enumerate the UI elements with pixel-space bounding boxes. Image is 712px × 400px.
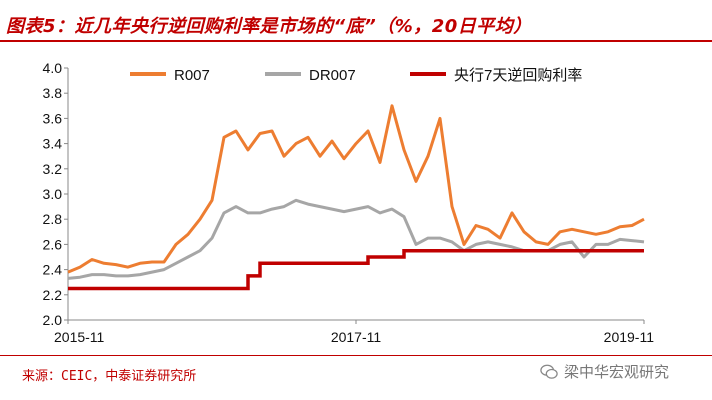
y-tick-label: 2.6 bbox=[43, 236, 63, 252]
x-tick-label: 2019-11 bbox=[604, 329, 655, 345]
legend-label: 央行7天逆回购利率 bbox=[454, 67, 582, 84]
x-tick-label: 2017-11 bbox=[331, 329, 382, 345]
y-tick-label: 2.8 bbox=[43, 211, 63, 227]
x-tick-label: 2015-11 bbox=[54, 329, 105, 345]
y-tick-label: 3.2 bbox=[43, 161, 63, 177]
watermark: 梁中华宏观研究 bbox=[540, 361, 669, 382]
legend-label: DR007 bbox=[309, 67, 356, 84]
line-chart: 2.0 2.2 2.4 2.6 2.8 3.0 3.2 3.4 3.6 3.8 4.0 2015-11… bbox=[43, 60, 655, 345]
y-tick-label: 3.6 bbox=[43, 110, 63, 126]
chart-legend: R007 DR007 央行7天逆回购利率 bbox=[130, 67, 582, 84]
y-tick-label: 3.4 bbox=[43, 136, 63, 152]
wechat-icon bbox=[540, 364, 558, 379]
footer-divider bbox=[0, 355, 712, 356]
source-note: 来源：CEIC，中泰证券研究所 bbox=[22, 369, 197, 384]
y-tick-label: 3.0 bbox=[43, 186, 63, 202]
y-tick-label: 4.0 bbox=[43, 60, 63, 76]
chart-series-group bbox=[67, 104, 645, 291]
series-policy-rate-line bbox=[68, 248, 644, 291]
legend-label: R007 bbox=[174, 67, 210, 84]
title-divider bbox=[0, 40, 712, 42]
y-tick-label: 2.0 bbox=[43, 312, 63, 328]
watermark-text: 梁中华宏观研究 bbox=[564, 363, 670, 381]
series-r007-line bbox=[67, 104, 645, 274]
chart-axes: 2.0 2.2 2.4 2.6 2.8 3.0 3.2 3.4 3.6 3.8 4.0 2015-11… bbox=[43, 60, 655, 345]
y-tick-label: 2.4 bbox=[43, 262, 63, 278]
series-dr007-line bbox=[67, 198, 645, 280]
y-tick-label: 2.2 bbox=[43, 287, 63, 303]
chart-title: 图表5：近几年央行逆回购利率是市场的“底”（%，20日平均） bbox=[6, 16, 532, 37]
y-tick-label: 3.8 bbox=[43, 85, 63, 101]
